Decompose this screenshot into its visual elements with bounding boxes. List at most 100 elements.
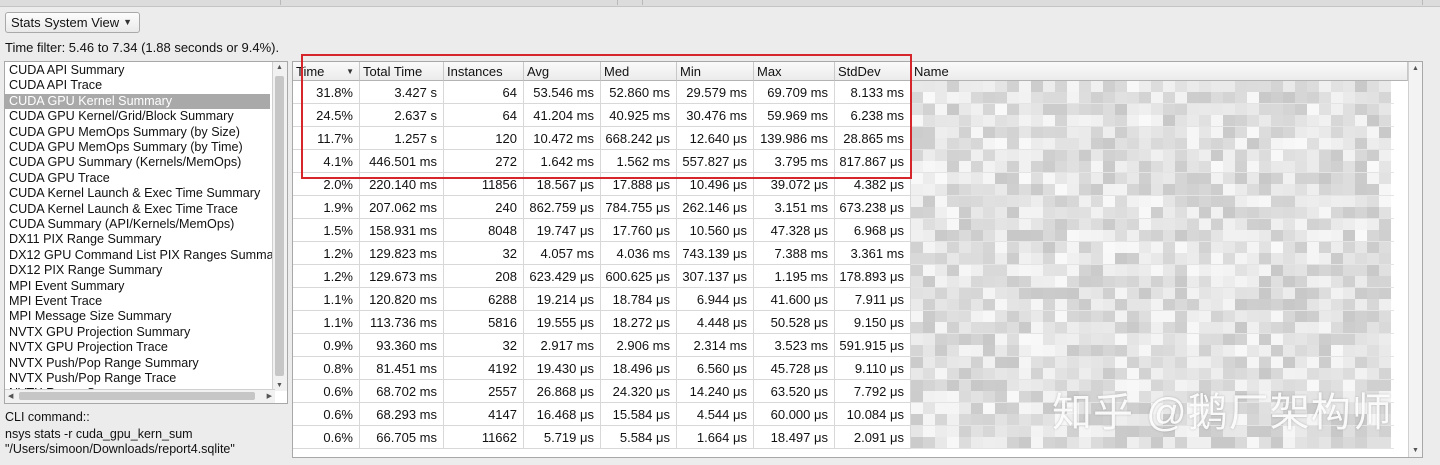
blur-pixel xyxy=(1163,437,1175,448)
report-list-item[interactable]: CUDA GPU MemOps Summary (by Size) xyxy=(9,124,240,139)
blur-pixel xyxy=(1151,437,1163,448)
report-list-item[interactable]: CUDA API Summary xyxy=(9,63,125,77)
report-list-item[interactable]: NVTX Push/Pop Range Trace xyxy=(9,371,177,385)
report-list-item[interactable]: CUDA Summary (API/Kernels/MemOps) xyxy=(9,217,235,231)
blur-pixel xyxy=(1043,161,1055,172)
scroll-down-icon[interactable]: ▼ xyxy=(276,382,283,389)
blur-pixel xyxy=(1295,207,1307,218)
blur-pixel xyxy=(1127,322,1139,333)
blur-pixel xyxy=(947,230,959,241)
report-list-item[interactable]: NVTX GPU Projection Summary xyxy=(9,324,191,339)
blur-pixel xyxy=(935,196,947,207)
column-header[interactable]: Name xyxy=(911,62,1408,81)
blur-pixel xyxy=(1379,299,1391,310)
blur-pixel xyxy=(1343,299,1355,310)
blur-pixel xyxy=(1115,127,1127,138)
blur-pixel xyxy=(995,230,1007,241)
report-list-item[interactable]: MPI Event Trace xyxy=(9,294,103,308)
report-list-horizontal-scrollbar[interactable]: ◀ ▶ xyxy=(5,389,275,403)
column-header[interactable]: Time ▼ xyxy=(293,62,360,81)
blur-pixel xyxy=(1331,426,1343,437)
stats-view-dropdown[interactable]: Stats System View ▼ xyxy=(5,12,140,33)
report-list-item[interactable]: CUDA API Trace xyxy=(9,78,103,93)
blur-pixel xyxy=(1343,311,1355,322)
report-list-item[interactable]: CUDA Kernel Launch & Exec Time Summary xyxy=(9,186,261,201)
report-list-item[interactable]: CUDA GPU Kernel/Grid/Block Summary xyxy=(9,109,234,124)
report-list-item[interactable]: NVTX Push/Pop Range Summary xyxy=(9,355,199,370)
column-header[interactable]: Instances xyxy=(444,62,524,81)
blur-pixel xyxy=(923,403,935,414)
blur-pixel xyxy=(971,414,983,425)
column-header[interactable]: Max xyxy=(754,62,835,81)
table-vertical-scrollbar[interactable]: ▲ ▼ xyxy=(1408,62,1422,457)
blur-pixel xyxy=(1139,173,1151,184)
blur-pixel xyxy=(1151,391,1163,402)
table-cell: 12.640 μs xyxy=(677,127,754,150)
table-cell: 7.388 ms xyxy=(754,242,835,265)
report-list-vertical-scrollbar[interactable]: ▲ ▼ xyxy=(272,62,287,391)
report-list-item[interactable]: MPI Event Summary xyxy=(9,278,125,293)
scrollbar-thumb[interactable] xyxy=(275,76,284,376)
blur-pixel xyxy=(983,230,995,241)
blur-pixel xyxy=(1067,265,1079,276)
column-header[interactable]: Avg xyxy=(524,62,601,81)
blur-pixel xyxy=(911,115,923,126)
blur-pixel xyxy=(1199,161,1211,172)
report-list-item[interactable]: NVTX GPU Projection Trace xyxy=(9,340,168,355)
blur-pixel xyxy=(1355,253,1367,264)
blur-pixel xyxy=(1163,127,1175,138)
scroll-up-icon[interactable]: ▲ xyxy=(276,64,283,71)
report-list-item[interactable]: CUDA GPU Kernel Summary xyxy=(5,93,270,109)
scrollbar-thumb[interactable] xyxy=(19,392,255,400)
report-list-item[interactable]: CUDA Kernel Launch & Exec Time Trace xyxy=(9,201,238,216)
blur-pixel xyxy=(1163,276,1175,287)
report-list-item[interactable]: CUDA GPU Trace xyxy=(9,170,110,185)
blur-pixel xyxy=(1079,311,1091,322)
blur-pixel xyxy=(1187,207,1199,218)
blur-pixel xyxy=(1307,173,1319,184)
report-list-item[interactable]: DX12 PIX Range Summary xyxy=(9,263,163,278)
blur-pixel xyxy=(1343,380,1355,391)
table-cell: 26.868 μs xyxy=(524,380,601,403)
blur-pixel xyxy=(1163,161,1175,172)
blur-pixel xyxy=(1211,322,1223,333)
stats-results-table[interactable]: ▲ ▼ Time ▼ Total Time Instances Avg Med Min Max… xyxy=(292,61,1423,458)
blur-pixel xyxy=(911,426,923,437)
blur-pixel xyxy=(1271,426,1283,437)
blur-pixel xyxy=(1367,104,1379,115)
blur-pixel xyxy=(935,368,947,379)
blur-pixel xyxy=(959,391,971,402)
blur-pixel xyxy=(1031,150,1043,161)
scroll-left-icon[interactable]: ◀ xyxy=(8,393,14,400)
blur-pixel xyxy=(923,196,935,207)
blur-pixel xyxy=(1379,230,1391,241)
report-list-item[interactable]: CUDA GPU MemOps Summary (by Time) xyxy=(9,140,243,154)
column-header[interactable]: Min xyxy=(677,62,754,81)
blur-pixel xyxy=(1115,414,1127,425)
report-list-item[interactable]: CUDA GPU Summary (Kernels/MemOps) xyxy=(9,155,242,170)
table-cell: 600.625 μs xyxy=(601,265,677,288)
table-cell: 29.579 ms xyxy=(677,81,754,104)
blur-pixel xyxy=(1259,368,1271,379)
column-header[interactable]: Med xyxy=(601,62,677,81)
blur-pixel xyxy=(1223,414,1235,425)
blur-pixel xyxy=(1211,242,1223,253)
report-list-item[interactable]: DX12 GPU Command List PIX Ranges Summary xyxy=(9,247,285,262)
scroll-up-icon[interactable]: ▲ xyxy=(1412,65,1419,72)
blur-pixel xyxy=(911,345,923,356)
blur-pixel xyxy=(971,184,983,195)
blur-pixel xyxy=(1127,288,1139,299)
scroll-down-icon[interactable]: ▼ xyxy=(1412,447,1419,454)
blur-pixel xyxy=(1271,276,1283,287)
table-cell: 60.000 μs xyxy=(754,403,835,426)
report-list-item[interactable]: MPI Message Size Summary xyxy=(9,309,172,324)
column-header[interactable]: StdDev xyxy=(835,62,911,81)
blur-pixel xyxy=(1007,219,1019,230)
blur-pixel xyxy=(1295,219,1307,230)
blur-pixel xyxy=(935,253,947,264)
report-list-item[interactable]: DX11 PIX Range Summary xyxy=(9,232,162,247)
column-header[interactable]: Total Time xyxy=(360,62,444,81)
blur-pixel xyxy=(983,196,995,207)
scroll-right-icon[interactable]: ▶ xyxy=(266,393,272,400)
